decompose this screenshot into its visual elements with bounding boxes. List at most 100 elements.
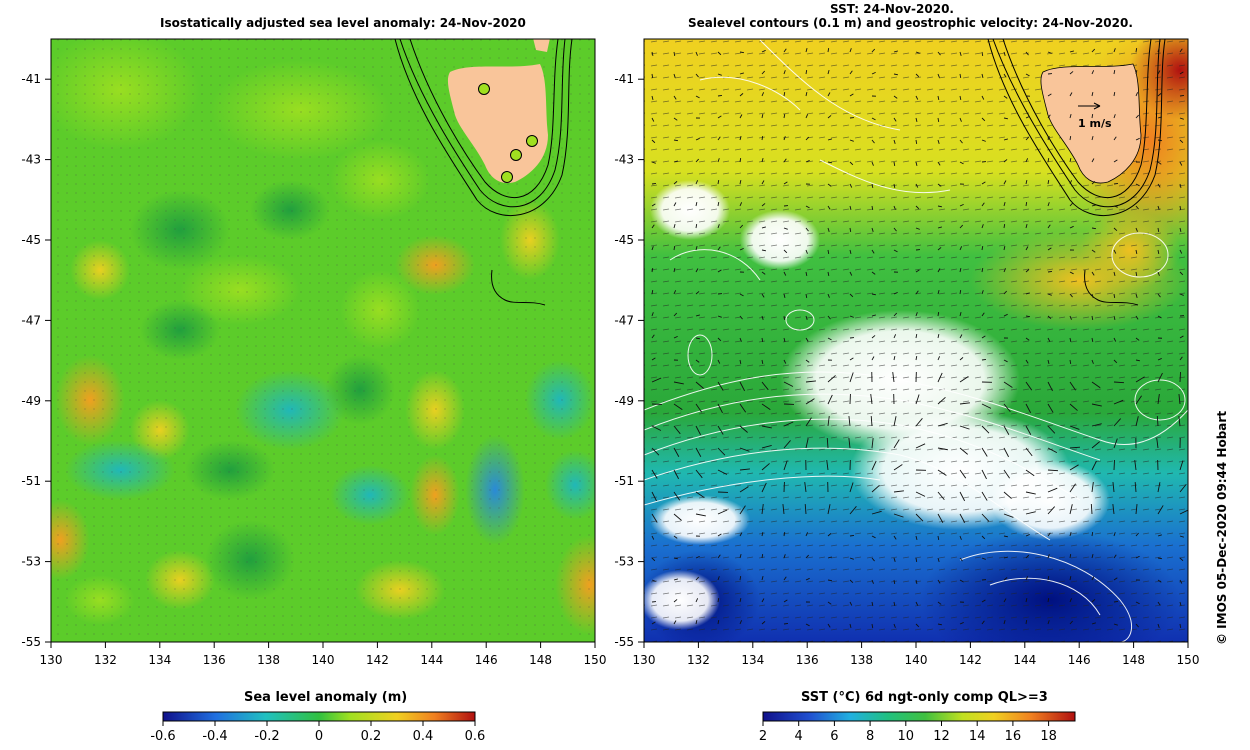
velocity-arrow	[849, 372, 854, 383]
velocity-arrow	[1047, 554, 1050, 559]
velocity-arrow	[1025, 554, 1030, 559]
y-tick-label: -51	[21, 474, 41, 488]
velocity-arrow	[805, 532, 809, 537]
velocity-arrow	[937, 311, 940, 317]
velocity-arrow	[673, 403, 683, 410]
velocity-arrow	[1025, 115, 1030, 119]
velocity-arrow	[915, 312, 918, 317]
velocity-arrow	[959, 224, 964, 229]
velocity-arrow	[695, 314, 700, 317]
velocity-arrow	[783, 337, 786, 342]
velocity-arrow	[1069, 293, 1073, 298]
velocity-arrow	[761, 249, 767, 252]
velocity-arrow	[1069, 403, 1078, 411]
velocity-arrow	[739, 359, 742, 365]
velocity-arrow	[1003, 359, 1008, 363]
velocity-arrow	[673, 469, 680, 480]
velocity-arrow	[1179, 335, 1184, 339]
velocity-arrow	[717, 447, 726, 456]
velocity-arrow	[651, 183, 657, 185]
velocity-arrow	[1113, 91, 1116, 97]
velocity-arrow	[871, 71, 876, 75]
velocity-arrow	[915, 557, 918, 563]
velocity-arrow	[1113, 600, 1119, 603]
velocity-arrow	[695, 180, 699, 185]
velocity-arrow	[1113, 271, 1116, 276]
velocity-arrow	[739, 620, 743, 625]
velocity-arrow	[651, 95, 654, 100]
velocity-arrow	[849, 601, 853, 606]
velocity-arrow	[959, 289, 962, 295]
velocity-arrow	[1025, 201, 1028, 207]
velocity-arrow	[1047, 293, 1052, 296]
velocity-arrow	[1091, 249, 1096, 253]
sea-level-colorbar-label: Sea level anomaly (m)	[244, 690, 408, 705]
velocity-arrow	[673, 202, 677, 207]
velocity-arrow	[915, 183, 919, 188]
velocity-arrow	[717, 533, 722, 537]
velocity-arrow	[1091, 227, 1097, 230]
velocity-arrow	[761, 70, 766, 75]
colorbar-tick-label: 2	[759, 729, 767, 744]
velocity-arrow	[673, 578, 678, 581]
velocity-arrow	[871, 460, 877, 471]
velocity-arrow	[1135, 416, 1139, 427]
velocity-arrow	[1003, 138, 1008, 141]
velocity-arrow	[673, 181, 678, 185]
velocity-arrow	[673, 312, 678, 317]
velocity-arrow	[1157, 227, 1160, 233]
velocity-arrow	[959, 203, 964, 207]
velocity-arrow	[739, 381, 746, 392]
velocity-arrow	[783, 293, 786, 298]
velocity-arrow	[915, 601, 919, 606]
velocity-arrow	[848, 438, 851, 449]
velocity-arrow	[1179, 249, 1183, 254]
velocity-arrow	[761, 203, 766, 207]
x-tick-label: 150	[584, 653, 607, 667]
velocity-arrow	[871, 183, 874, 189]
velocity-arrow	[1091, 181, 1096, 185]
velocity-arrow	[871, 484, 880, 493]
velocity-arrow	[651, 246, 654, 251]
velocity-arrow	[981, 425, 990, 434]
velocity-arrow	[739, 425, 748, 433]
velocity-arrow	[695, 576, 700, 581]
velocity-arrow	[717, 381, 724, 391]
velocity-arrow	[761, 463, 770, 471]
velocity-arrow	[1003, 513, 1014, 518]
colorbar-tick-label: 18	[1040, 729, 1057, 744]
velocity-arrow	[1156, 415, 1159, 427]
velocity-arrow	[651, 117, 655, 122]
colorbar-tick-label: 12	[933, 729, 950, 744]
velocity-arrow	[1091, 482, 1094, 493]
velocity-arrow	[937, 139, 940, 144]
colorbar-tick-label: -0.6	[150, 729, 175, 744]
velocity-arrow	[1157, 161, 1162, 165]
velocity-arrow	[783, 460, 788, 471]
velocity-arrow	[827, 504, 831, 515]
velocity-arrow	[849, 271, 853, 276]
velocity-arrow	[1179, 95, 1185, 97]
velocity-arrow	[739, 337, 742, 342]
velocity-arrow	[1157, 70, 1161, 75]
velocity-arrow	[739, 403, 747, 413]
velocity-arrow	[1179, 205, 1182, 211]
velocity-arrow	[1113, 48, 1116, 53]
velocity-arrow	[1134, 460, 1137, 471]
velocity-arrow	[695, 425, 702, 436]
velocity-arrow	[1113, 159, 1118, 163]
velocity-arrow	[871, 510, 882, 515]
velocity-arrow	[1025, 224, 1028, 229]
velocity-arrow	[1091, 293, 1094, 298]
velocity-arrow	[739, 315, 743, 320]
velocity-arrow	[717, 269, 722, 273]
velocity-arrow	[1025, 469, 1035, 477]
velocity-arrow	[1113, 337, 1117, 342]
x-tick-label: 142	[959, 653, 982, 667]
velocity-arrow	[981, 535, 986, 540]
velocity-arrow	[673, 73, 676, 78]
velocity-arrow	[1025, 337, 1030, 341]
velocity-arrow	[1025, 158, 1029, 163]
velocity-arrow	[717, 619, 720, 625]
velocity-arrow	[1113, 459, 1115, 471]
